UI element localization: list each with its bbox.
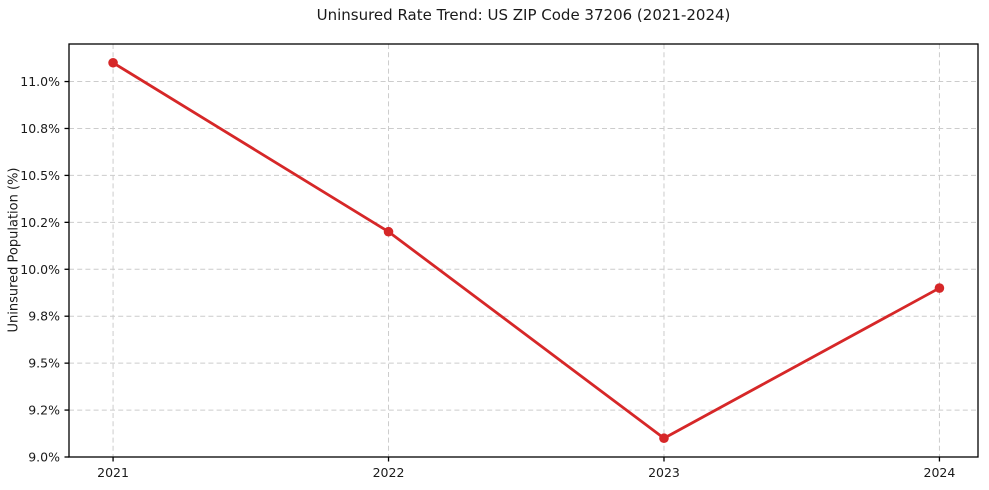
y-tick-label: 9.8% <box>28 309 60 324</box>
trend-line <box>111 61 941 440</box>
x-tick-label: 2023 <box>648 465 680 480</box>
y-tick-label: 9.5% <box>28 356 60 371</box>
y-tick-label: 10.5% <box>20 168 60 183</box>
x-tick-label: 2021 <box>97 465 129 480</box>
y-axis-label: Uninsured Population (%) <box>6 167 22 333</box>
data-point-2021 <box>108 57 118 68</box>
plot-border <box>68 43 979 458</box>
y-tick-label: 10.8% <box>20 121 60 136</box>
x-tick-label: 2022 <box>373 465 405 480</box>
y-tick-label: 9.2% <box>28 403 60 418</box>
x-tick-label: 2024 <box>924 465 956 480</box>
y-tick-label: 9.0% <box>28 450 60 465</box>
data-point-2022 <box>383 226 394 237</box>
data-point-2024 <box>934 283 945 293</box>
chart-title: Uninsured Rate Trend: US ZIP Code 37206 … <box>316 6 731 24</box>
y-tick-label: 10.0% <box>20 262 60 277</box>
data-point-2023 <box>659 433 669 444</box>
y-tick-label: 11.0% <box>20 74 60 89</box>
y-tick-label: 10.2% <box>20 215 60 230</box>
